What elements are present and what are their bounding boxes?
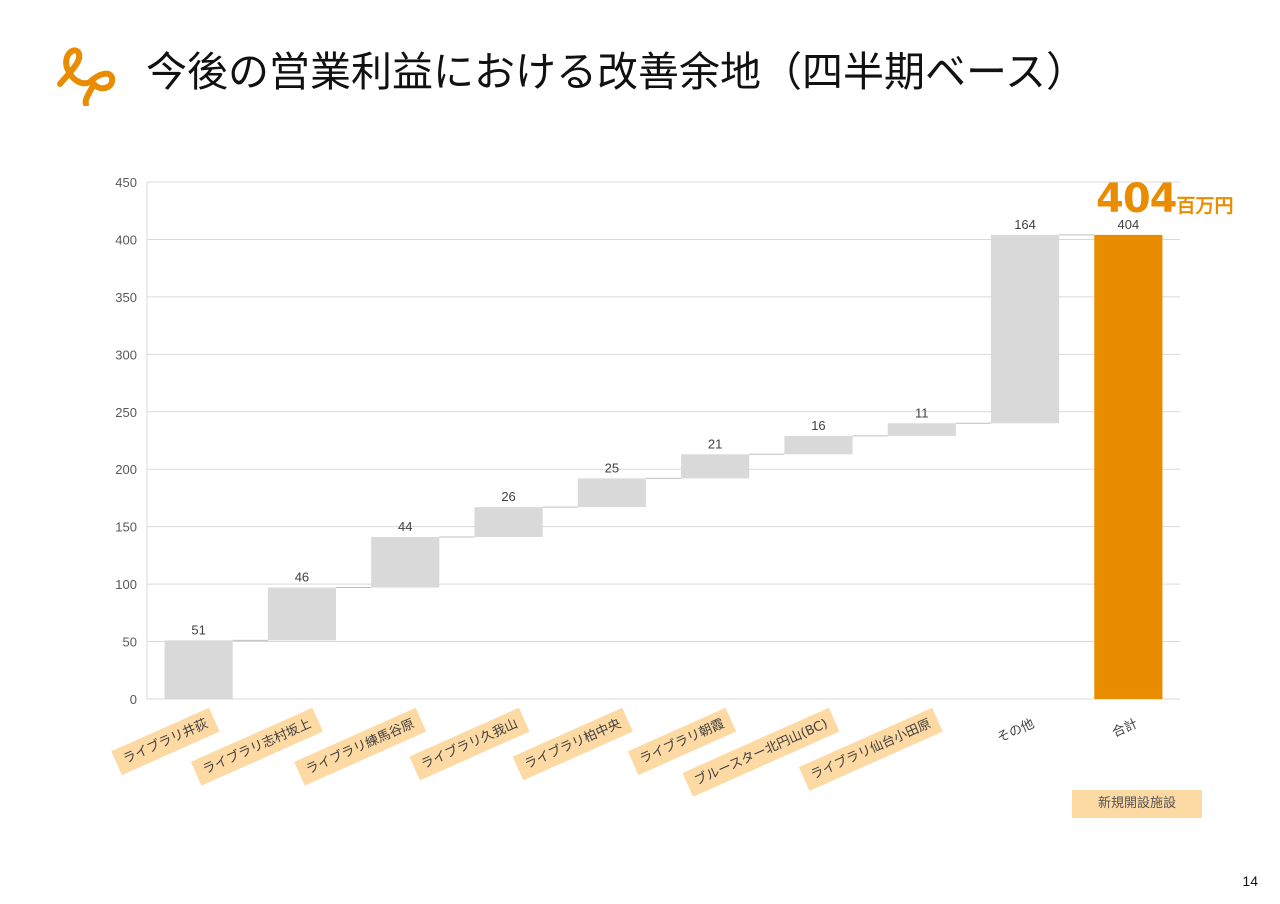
new-facility-highlight bbox=[682, 707, 840, 797]
y-tick-label: 400 bbox=[115, 232, 137, 247]
y-tick-label: 450 bbox=[115, 175, 137, 190]
x-tick-label: ライブラリ志村坂上 bbox=[200, 716, 313, 778]
lp-logo-icon bbox=[57, 47, 116, 106]
data-label: 11 bbox=[915, 405, 929, 420]
total-callout: 404百万円 bbox=[1096, 176, 1234, 222]
bar bbox=[784, 435, 853, 455]
bar bbox=[577, 478, 646, 508]
data-label: 25 bbox=[605, 460, 619, 475]
bar bbox=[474, 507, 543, 538]
data-label: 51 bbox=[191, 622, 205, 637]
data-label: 44 bbox=[398, 519, 412, 534]
x-tick-label: その他 bbox=[995, 717, 1037, 747]
data-label: 16 bbox=[811, 418, 825, 433]
bar bbox=[1094, 234, 1163, 700]
new-facility-highlight bbox=[627, 707, 737, 776]
bar bbox=[371, 537, 440, 588]
x-tick-label-group: その他 bbox=[995, 717, 1037, 747]
bar bbox=[164, 640, 233, 699]
data-label: 26 bbox=[501, 489, 515, 504]
y-tick-label: 0 bbox=[130, 692, 137, 707]
y-tick-label: 100 bbox=[115, 577, 137, 592]
new-facility-highlight bbox=[190, 707, 323, 786]
x-tick-label: ライブラリ久我山 bbox=[419, 716, 521, 773]
bar bbox=[990, 234, 1060, 424]
total-callout-unit: 百万円 bbox=[1176, 195, 1234, 217]
new-facility-highlight bbox=[409, 707, 530, 781]
bar bbox=[681, 454, 750, 479]
y-tick-label: 300 bbox=[115, 347, 137, 362]
data-label: 21 bbox=[708, 436, 722, 451]
data-label: 46 bbox=[295, 570, 309, 585]
x-tick-label-group: 合計 bbox=[1110, 716, 1140, 741]
new-facility-highlight bbox=[798, 707, 943, 791]
new-facility-highlight bbox=[111, 707, 220, 776]
x-tick-label-group: ライブラリ久我山 bbox=[409, 707, 530, 781]
x-tick-label-group: ライブラリ柏中央 bbox=[512, 707, 633, 781]
data-label: 404 bbox=[1117, 217, 1139, 232]
data-label: 164 bbox=[1014, 217, 1036, 232]
x-tick-label: ライブラリ練馬谷原 bbox=[304, 716, 417, 778]
y-tick-label: 50 bbox=[123, 635, 137, 650]
y-tick-label: 200 bbox=[115, 462, 137, 477]
new-facility-highlight bbox=[512, 707, 633, 781]
y-tick-label: 250 bbox=[115, 405, 137, 420]
bar bbox=[267, 587, 337, 641]
y-tick-label: 350 bbox=[115, 290, 137, 305]
legend-new-facility: 新規開設施設 bbox=[1072, 790, 1202, 818]
x-tick-label: 合計 bbox=[1110, 716, 1140, 741]
new-facility-highlight bbox=[294, 707, 427, 786]
y-tick-label: 150 bbox=[115, 520, 137, 535]
page-number: 14 bbox=[1242, 873, 1258, 889]
total-callout-value: 404 bbox=[1096, 176, 1177, 222]
page-title: 今後の営業利益における改善余地（四半期ベース） bbox=[146, 48, 1087, 96]
x-tick-label: ライブラリ柏中央 bbox=[522, 716, 624, 773]
bar bbox=[887, 423, 956, 436]
